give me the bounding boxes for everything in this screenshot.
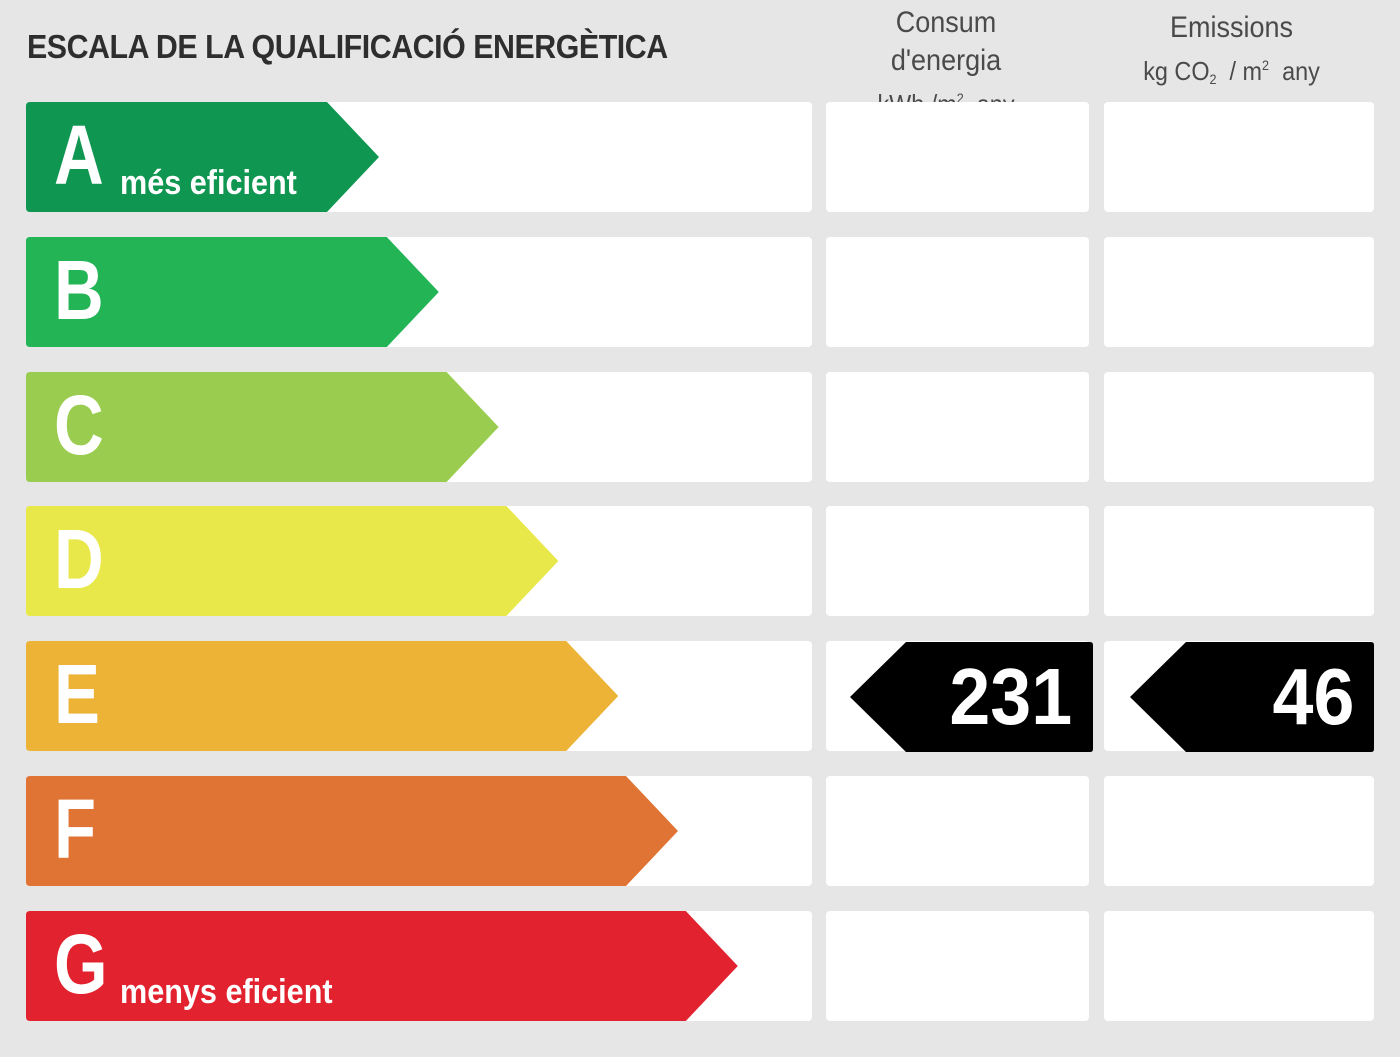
grade-letter-a: A [54, 108, 104, 202]
grade-arrow-f [26, 776, 678, 886]
grade-arrow-g [26, 911, 738, 1021]
emissions-rating-indicator-value: 46 [1272, 652, 1355, 741]
emissions-cell-f [1104, 776, 1374, 886]
grade-arrow-b [26, 237, 439, 347]
grade-letter-f: F [54, 782, 97, 876]
grade-letter-g: G [54, 917, 108, 1011]
energy-cell-g [826, 911, 1089, 1021]
energy-cell-f [826, 776, 1089, 886]
emissions-rating-indicator: 46 [1130, 642, 1374, 752]
grade-letter-e: E [54, 647, 100, 741]
emissions-column-header: Emissions kg CO2 / m2 any [1117, 9, 1347, 97]
grade-arrow-d [26, 506, 559, 616]
emissions-column-label: Emissions [1169, 11, 1294, 44]
page-title: ESCALA DE LA QUALIFICACIÓ ENERGÈTICA [27, 28, 668, 65]
grade-arrow-e [26, 641, 619, 751]
grade-letter-c: C [54, 378, 104, 472]
energy-rating-indicator: 231 [850, 642, 1093, 752]
energy-cell-a [826, 102, 1089, 212]
emissions-cell-b [1104, 237, 1374, 347]
energy-cell-c [826, 372, 1089, 482]
grade-letter-d: D [54, 512, 104, 606]
grade-arrow-a [26, 102, 379, 212]
grade-label-g: menys eficient [120, 973, 333, 1011]
energy-rating-indicator-value: 231 [948, 652, 1072, 741]
emissions-column-unit: kg CO2 / m2 any [1143, 56, 1320, 87]
emissions-cell-d [1104, 506, 1374, 616]
energy-column-label: Consum d'energia [890, 6, 1002, 77]
energy-cell-d [826, 506, 1089, 616]
emissions-cell-a [1104, 102, 1374, 212]
energy-cell-b [826, 237, 1089, 347]
emissions-cell-g [1104, 911, 1374, 1021]
grade-label-a: més eficient [120, 164, 297, 202]
grade-letter-b: B [54, 243, 104, 337]
grade-arrow-c [26, 372, 499, 482]
emissions-cell-c [1104, 372, 1374, 482]
